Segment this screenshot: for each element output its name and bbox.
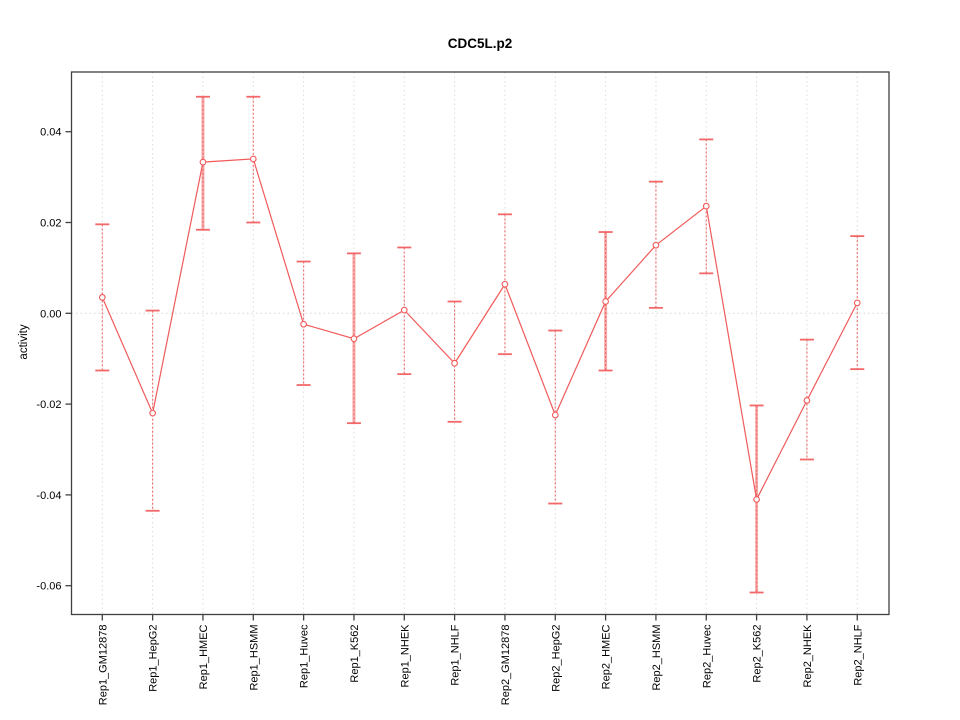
y-tick-label: -0.02 xyxy=(36,399,61,411)
plot-box xyxy=(70,71,890,616)
x-tick-label: Rep2_HepG2 xyxy=(550,625,562,692)
x-tick-label: Rep2_NHEK xyxy=(802,624,814,688)
data-point xyxy=(803,397,811,404)
data-point xyxy=(149,409,156,417)
x-tick-label: Rep1_GM12878 xyxy=(97,625,109,706)
data-point xyxy=(350,335,358,343)
x-tick-label: Rep2_NHLF xyxy=(852,624,864,685)
x-tick-label: Rep1_HSMM xyxy=(248,625,260,691)
data-point xyxy=(753,496,760,503)
x-tick-label: Rep1_NHEK xyxy=(399,624,411,688)
x-tick-label: Rep2_Huvec xyxy=(701,624,713,688)
x-tick-label: Rep1_Huvec xyxy=(299,624,311,688)
data-point xyxy=(652,241,660,249)
x-tick-label: Rep2_GM12878 xyxy=(500,625,512,706)
gridlines-layer xyxy=(71,72,889,615)
data-line xyxy=(101,158,858,502)
data-point xyxy=(451,359,458,367)
y-tick-label: 0.02 xyxy=(40,218,61,230)
data-line-layer xyxy=(101,158,858,502)
chart-title: CDC5L.p2 xyxy=(448,36,513,51)
x-tick-label: Rep1_HepG2 xyxy=(148,625,160,692)
data-point xyxy=(400,306,408,314)
data-point xyxy=(249,155,257,163)
data-point xyxy=(199,158,207,166)
x-tick-label: Rep2_HMEC xyxy=(601,624,613,689)
data-point xyxy=(98,294,106,301)
data-point xyxy=(551,411,559,419)
data-point xyxy=(501,280,509,288)
x-tick-label: Rep2_K562 xyxy=(752,625,764,683)
data-point xyxy=(853,299,861,307)
x-tick-label: Rep1_HMEC xyxy=(198,624,210,689)
y-tick-label: 0.00 xyxy=(40,308,61,320)
data-point xyxy=(300,320,307,328)
y-tick-label: -0.04 xyxy=(36,490,61,502)
y-tick-label: 0.04 xyxy=(40,127,61,139)
x-tick-label: Rep1_K562 xyxy=(349,625,361,683)
data-point xyxy=(602,298,609,305)
y-tick-label: -0.06 xyxy=(36,581,61,593)
error-bars-layer xyxy=(95,95,865,594)
data-points-layer xyxy=(98,155,861,503)
x-tick-label: Rep2_HSMM xyxy=(651,625,663,691)
y-axis-label: activity xyxy=(18,324,30,359)
data-point xyxy=(702,202,710,210)
x-tick-label: Rep1_NHLF xyxy=(450,624,462,685)
axes-layer: 0.04 0.02 0.00 -0.02 -0.04 -0.06 Rep1_GM12878 R… xyxy=(36,71,890,706)
